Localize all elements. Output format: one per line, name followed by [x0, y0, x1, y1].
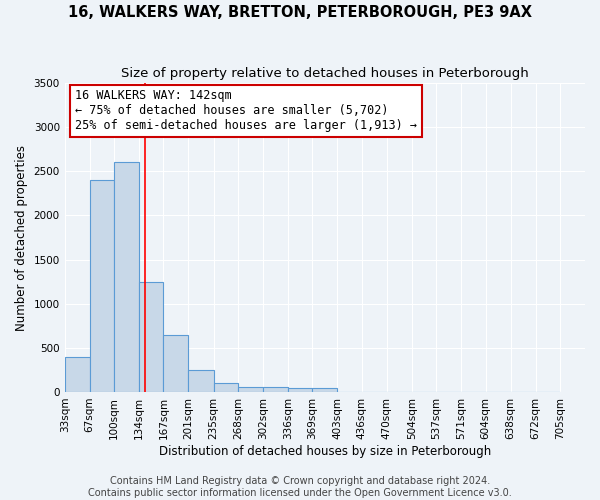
- Bar: [163, 336, 188, 392]
- Text: Contains HM Land Registry data © Crown copyright and database right 2024.
Contai: Contains HM Land Registry data © Crown c…: [88, 476, 512, 498]
- Bar: [288, 388, 313, 392]
- Bar: [313, 388, 337, 392]
- Bar: [65, 356, 90, 392]
- Text: 16, WALKERS WAY, BRETTON, PETERBOROUGH, PE3 9AX: 16, WALKERS WAY, BRETTON, PETERBOROUGH, …: [68, 5, 532, 20]
- X-axis label: Distribution of detached houses by size in Peterborough: Distribution of detached houses by size …: [159, 444, 491, 458]
- Y-axis label: Number of detached properties: Number of detached properties: [15, 144, 28, 330]
- Text: 16 WALKERS WAY: 142sqm
← 75% of detached houses are smaller (5,702)
25% of semi-: 16 WALKERS WAY: 142sqm ← 75% of detached…: [75, 89, 417, 132]
- Bar: [238, 386, 263, 392]
- Bar: [90, 180, 114, 392]
- Bar: [139, 282, 163, 392]
- Bar: [263, 386, 288, 392]
- Bar: [114, 162, 139, 392]
- Bar: [214, 383, 238, 392]
- Title: Size of property relative to detached houses in Peterborough: Size of property relative to detached ho…: [121, 68, 529, 80]
- Bar: [188, 370, 214, 392]
